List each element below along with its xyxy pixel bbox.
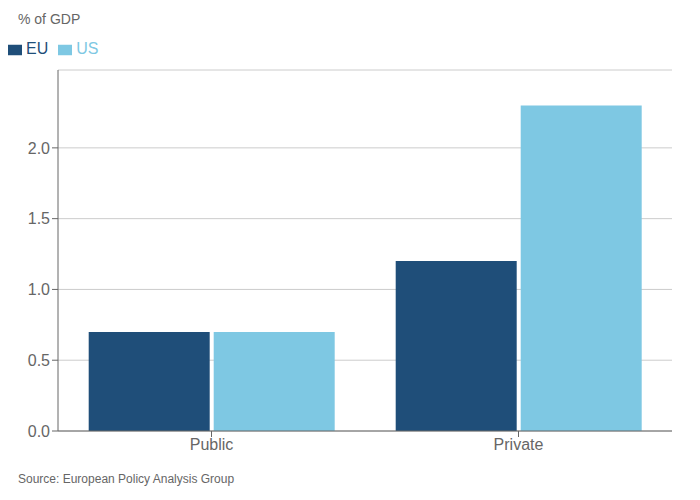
html-text:US: US [76, 40, 99, 57]
svg-text:1.5: 1.5 [28, 210, 50, 227]
svg-text:0.5: 0.5 [28, 352, 50, 369]
html-text:EU: EU [26, 40, 49, 57]
html-text:% of GDP: % of GDP [18, 11, 81, 27]
svg-text:1.0: 1.0 [28, 281, 50, 298]
svg-text:2.0: 2.0 [28, 140, 50, 157]
html-text:Source: European Policy Analys: Source: European Policy Analysis Group [18, 472, 235, 486]
svg-text:Public: Public [190, 436, 234, 453]
svg-text:0.0: 0.0 [28, 423, 50, 440]
svg-text:Private: Private [494, 436, 544, 453]
